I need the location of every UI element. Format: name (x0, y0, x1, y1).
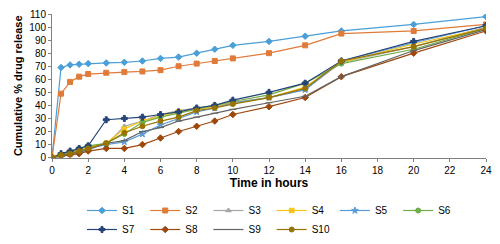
svg-text:2: 2 (85, 165, 91, 176)
svg-text:0: 0 (49, 165, 55, 176)
svg-text:S6: S6 (438, 205, 451, 216)
svg-text:S5: S5 (375, 205, 388, 216)
svg-text:80: 80 (35, 48, 47, 59)
svg-text:20: 20 (408, 165, 420, 176)
svg-text:S9: S9 (248, 224, 261, 235)
svg-text:14: 14 (300, 165, 312, 176)
svg-text:12: 12 (263, 165, 275, 176)
svg-text:100: 100 (29, 22, 46, 33)
svg-text:4: 4 (122, 165, 128, 176)
svg-text:90: 90 (35, 35, 47, 46)
svg-text:S3: S3 (248, 205, 261, 216)
svg-text:22: 22 (444, 165, 456, 176)
svg-text:110: 110 (30, 9, 46, 20)
svg-text:70: 70 (35, 61, 47, 72)
svg-text:16: 16 (336, 165, 348, 176)
svg-text:6: 6 (158, 165, 164, 176)
svg-text:40: 40 (35, 100, 47, 111)
svg-text:S8: S8 (185, 224, 198, 235)
svg-text:10: 10 (35, 139, 47, 150)
svg-text:8: 8 (194, 165, 200, 176)
svg-text:24: 24 (480, 165, 492, 176)
svg-text:S10: S10 (312, 224, 330, 235)
svg-text:10: 10 (227, 165, 239, 176)
svg-text:18: 18 (372, 165, 384, 176)
svg-text:Cumulative % drug release: Cumulative % drug release (12, 15, 24, 156)
svg-text:S1: S1 (122, 205, 135, 216)
svg-text:20: 20 (35, 126, 47, 137)
svg-text:0: 0 (40, 152, 46, 163)
svg-text:30: 30 (35, 113, 47, 124)
svg-text:S4: S4 (312, 205, 325, 216)
svg-text:S7: S7 (122, 224, 135, 235)
svg-text:Time in hours: Time in hours (230, 176, 309, 190)
svg-text:S2: S2 (185, 205, 198, 216)
svg-text:50: 50 (35, 87, 47, 98)
svg-text:60: 60 (35, 74, 47, 85)
